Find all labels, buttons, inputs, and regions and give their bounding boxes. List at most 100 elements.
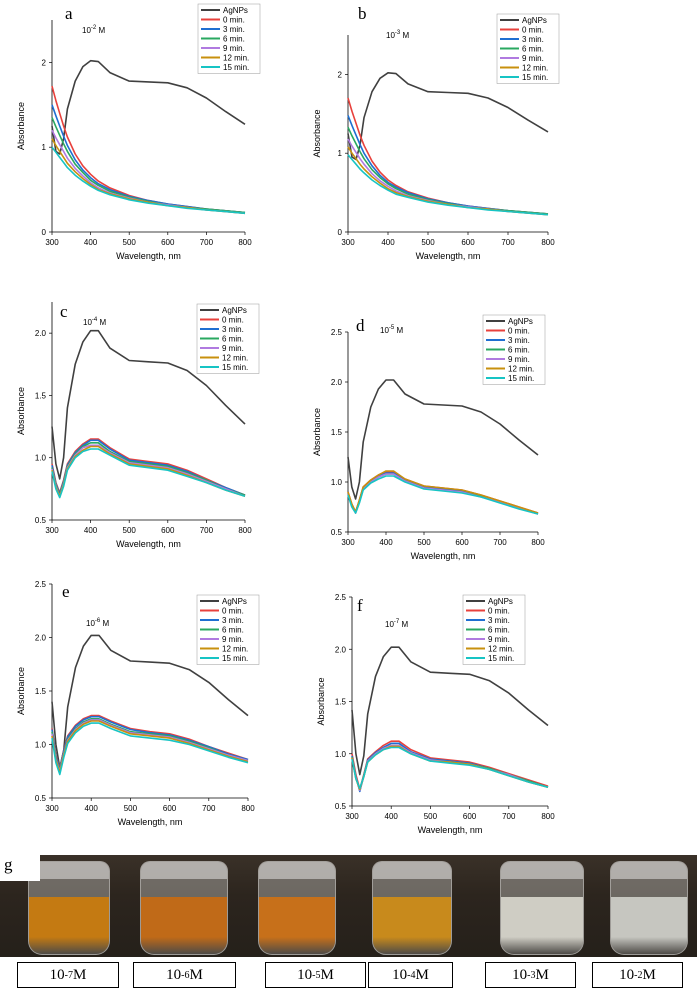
y-tick-label: 1.5 bbox=[35, 391, 47, 400]
series-line-15-min- bbox=[51, 146, 246, 215]
concentration-unit: M bbox=[394, 326, 403, 335]
chart-panel-b: 300 400 500 600 700 800 0 1 2 Wavelength, nm Absor… bbox=[312, 4, 560, 261]
legend-label: 0 min. bbox=[223, 16, 245, 25]
x-tick-label: 400 bbox=[85, 804, 99, 813]
chart-panel-c: 300 400 500 600 700 800 0.5 1.0 1.5 2.0 Wavelength… bbox=[16, 302, 260, 549]
legend-label: 6 min. bbox=[223, 35, 245, 44]
y-axis-label: Absorbance bbox=[312, 408, 322, 456]
legend-label: 12 min. bbox=[223, 54, 249, 63]
vial bbox=[258, 861, 336, 955]
legend-label: 9 min. bbox=[222, 344, 244, 353]
concentration-unit: M bbox=[400, 31, 409, 40]
legend-label: 0 min. bbox=[222, 607, 244, 616]
concentration-exp: -4 bbox=[92, 317, 98, 323]
concentration-label: 10-2 M bbox=[82, 25, 105, 35]
series-line-15-min- bbox=[347, 154, 549, 216]
panel-g-label-box bbox=[0, 855, 40, 881]
vial-neck bbox=[259, 862, 335, 879]
legend-label: 3 min. bbox=[223, 25, 245, 34]
series-line-15-min- bbox=[347, 475, 539, 515]
y-tick-label: 1.5 bbox=[35, 687, 47, 696]
vial-liquid bbox=[259, 896, 335, 954]
series-line-agnps bbox=[51, 59, 246, 155]
x-tick-label: 300 bbox=[341, 538, 355, 547]
x-tick-label: 400 bbox=[381, 238, 395, 247]
y-tick-label: 2.0 bbox=[331, 378, 343, 387]
vial-label-base: 10 bbox=[392, 966, 408, 983]
legend-label: AgNPs bbox=[222, 597, 247, 606]
chart-panel-f: 300 400 500 600 700 800 0.5 1.0 1.5 2.0 2.5 Wavelen… bbox=[316, 593, 555, 835]
legend-label: 9 min. bbox=[488, 635, 510, 644]
concentration-unit: M bbox=[100, 619, 109, 628]
vial-label: 10 -7 M bbox=[17, 962, 119, 988]
x-tick-label: 800 bbox=[541, 238, 555, 247]
y-tick-label: 1.0 bbox=[335, 750, 347, 759]
y-tick-label: 1.5 bbox=[331, 428, 343, 437]
chart-panel-a: 300 400 500 600 700 800 0 1 2 Wavelength, nm Absor… bbox=[16, 3, 261, 261]
concentration-base: 10 bbox=[386, 31, 395, 40]
concentration-label: 10-5 M bbox=[380, 325, 403, 335]
y-tick-label: 0.5 bbox=[335, 802, 347, 811]
panel-letter: e bbox=[62, 582, 70, 601]
x-tick-label: 800 bbox=[238, 238, 252, 247]
concentration-exp: -5 bbox=[389, 325, 395, 331]
concentration-label: 10-7 M bbox=[385, 619, 408, 629]
legend-label: 3 min. bbox=[508, 336, 530, 345]
vial-label: 10 -4 M bbox=[368, 962, 453, 988]
legend-label: 12 min. bbox=[222, 645, 248, 654]
vial bbox=[610, 861, 688, 955]
vial-label: 10 -6 M bbox=[133, 962, 236, 988]
concentration-exp: -7 bbox=[394, 619, 400, 625]
series-line-15-min- bbox=[51, 448, 246, 499]
vial-liquid bbox=[501, 896, 583, 954]
chart-panel-e: 300 400 500 600 700 800 0.5 1.0 1.5 2.0 2.5 Wavelen… bbox=[16, 580, 260, 827]
x-axis-label: Wavelength, nm bbox=[116, 251, 181, 261]
series-line-6-min- bbox=[351, 744, 549, 792]
vials-photo bbox=[0, 855, 697, 957]
y-tick-label: 2.0 bbox=[335, 645, 347, 654]
legend-label: AgNPs bbox=[508, 317, 533, 326]
vial-label: 10 -2 M bbox=[592, 962, 683, 988]
x-tick-label: 300 bbox=[45, 238, 59, 247]
x-tick-label: 600 bbox=[161, 526, 175, 535]
vial-label-base: 10 bbox=[49, 966, 65, 983]
legend-label: AgNPs bbox=[522, 16, 547, 25]
series-line-12-min- bbox=[351, 745, 549, 791]
series-line-15-min- bbox=[51, 722, 249, 776]
concentration-exp: -3 bbox=[395, 30, 401, 36]
vial bbox=[500, 861, 584, 955]
vial-neck bbox=[611, 862, 687, 879]
concentration-base: 10 bbox=[83, 318, 92, 327]
vial-label-base: 10 bbox=[297, 966, 313, 983]
legend-label: AgNPs bbox=[222, 306, 247, 315]
vial-label-unit: M bbox=[73, 966, 87, 983]
y-tick-label: 0 bbox=[338, 228, 343, 237]
vial-neck bbox=[141, 862, 227, 879]
series-line-agnps bbox=[347, 379, 539, 500]
series-line-3-min- bbox=[51, 104, 246, 214]
x-tick-label: 500 bbox=[123, 526, 137, 535]
concentration-label: 10-6 M bbox=[86, 618, 109, 628]
legend-label: 12 min. bbox=[508, 365, 534, 374]
vial-neck bbox=[29, 862, 109, 879]
panel-g-letter: g bbox=[4, 855, 13, 874]
legend-label: 6 min. bbox=[522, 45, 544, 54]
x-tick-label: 300 bbox=[45, 526, 59, 535]
legend-label: 15 min. bbox=[508, 374, 534, 383]
vial-label-exp: -4 bbox=[407, 969, 416, 981]
vial-label-exp: -2 bbox=[634, 969, 643, 981]
x-tick-label: 700 bbox=[493, 538, 507, 547]
vial-label-unit: M bbox=[642, 966, 656, 983]
x-tick-label: 700 bbox=[502, 812, 516, 821]
legend-label: 12 min. bbox=[522, 64, 548, 73]
legend-label: 0 min. bbox=[488, 607, 510, 616]
panel-letter: d bbox=[356, 316, 365, 335]
x-axis-label: Wavelength, nm bbox=[416, 251, 481, 261]
vial bbox=[140, 861, 228, 955]
y-tick-label: 1 bbox=[338, 149, 343, 158]
legend-box bbox=[197, 3, 261, 74]
x-axis-label: Wavelength, nm bbox=[411, 551, 476, 561]
legend-label: 9 min. bbox=[223, 44, 245, 53]
